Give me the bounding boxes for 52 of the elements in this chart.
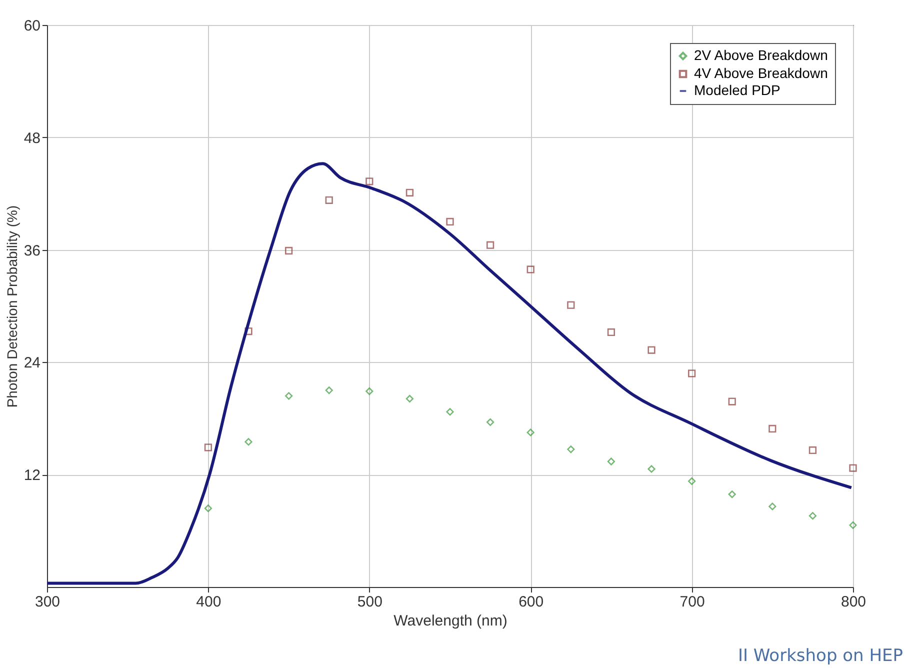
point bbox=[284, 392, 293, 400]
point bbox=[526, 428, 534, 436]
y-tick-label: 48 bbox=[24, 130, 40, 147]
x-tick-label: 700 bbox=[680, 594, 705, 610]
point bbox=[244, 327, 252, 336]
x-axis-title: Wavelength (nm) bbox=[394, 612, 508, 630]
point bbox=[446, 218, 454, 226]
x-tick-label: 600 bbox=[518, 594, 544, 610]
point bbox=[688, 477, 696, 485]
point bbox=[808, 512, 817, 520]
y-tick-label: 12 bbox=[24, 467, 40, 484]
point bbox=[648, 346, 656, 354]
x-tick-label: 500 bbox=[357, 594, 382, 610]
point bbox=[325, 196, 333, 204]
point bbox=[406, 394, 414, 403]
point bbox=[325, 386, 333, 394]
point bbox=[204, 444, 212, 452]
y-tick-label: 24 bbox=[24, 354, 40, 372]
point bbox=[768, 424, 776, 433]
point bbox=[567, 446, 575, 454]
y-tick-label: 60 bbox=[24, 18, 40, 34]
legend-label: 4V Above Breakdown bbox=[694, 65, 828, 81]
x-tick-label: 300 bbox=[34, 594, 60, 610]
point bbox=[768, 502, 776, 510]
point bbox=[244, 438, 252, 446]
point bbox=[366, 387, 374, 396]
y-axis-title: Photon Detection Probability (%) bbox=[4, 205, 20, 408]
point bbox=[446, 408, 454, 416]
point bbox=[284, 246, 293, 255]
point bbox=[406, 188, 414, 196]
point bbox=[526, 266, 534, 274]
point bbox=[648, 465, 656, 473]
legend-label: Modeled PDP bbox=[694, 82, 780, 98]
point bbox=[728, 490, 736, 498]
point bbox=[607, 458, 616, 466]
point bbox=[808, 446, 817, 454]
point bbox=[204, 504, 212, 512]
point bbox=[366, 178, 374, 186]
x-tick-label: 800 bbox=[840, 594, 866, 610]
point bbox=[688, 370, 696, 378]
point bbox=[486, 241, 494, 249]
point bbox=[607, 328, 616, 336]
point bbox=[567, 301, 575, 309]
y-tick-label: 36 bbox=[24, 242, 40, 260]
x-tick-label: 400 bbox=[196, 594, 222, 610]
line-series bbox=[46, 162, 853, 585]
text: II Workshop on HEP bbox=[738, 646, 903, 666]
legend-label: 2V Above Breakdown bbox=[694, 47, 828, 63]
point bbox=[849, 464, 857, 472]
point bbox=[849, 521, 857, 529]
point bbox=[486, 418, 494, 426]
point bbox=[728, 398, 736, 406]
